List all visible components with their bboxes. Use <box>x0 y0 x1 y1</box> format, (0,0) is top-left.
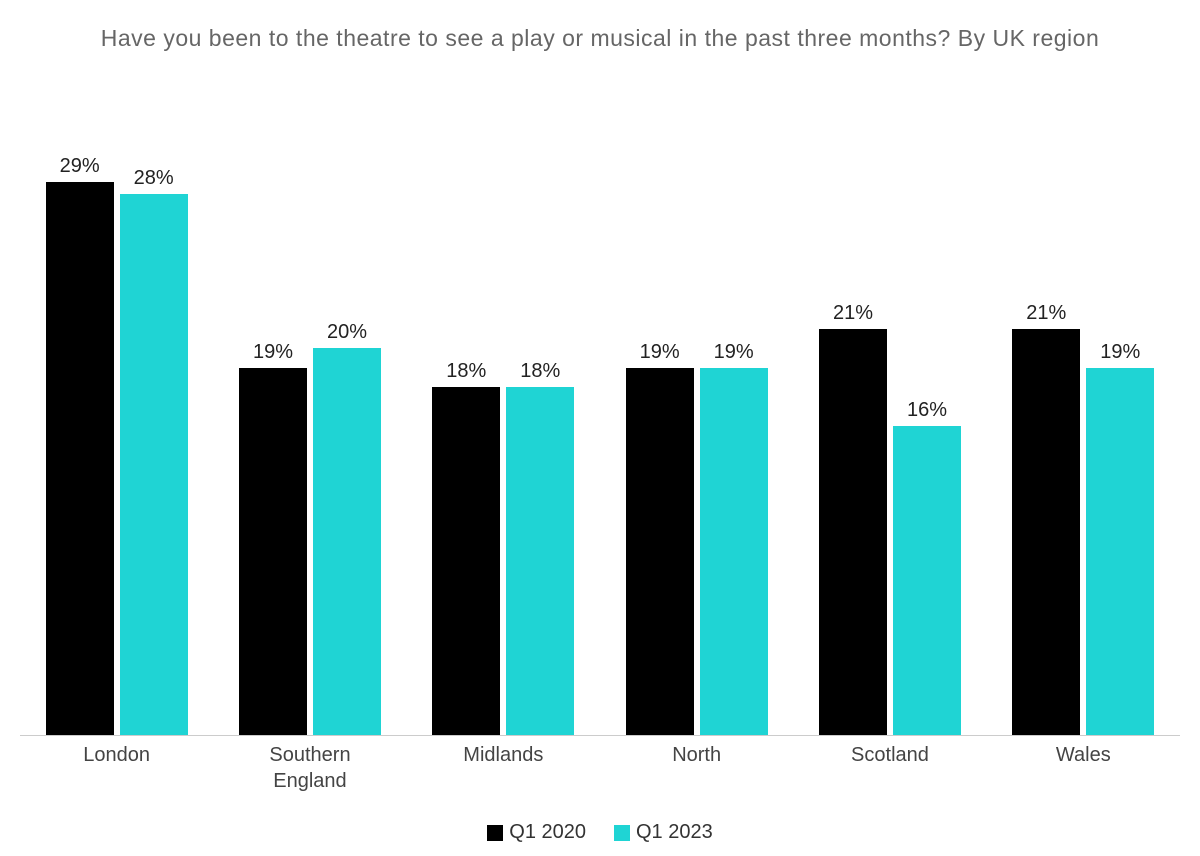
bar-rect <box>120 194 188 735</box>
category-label: North <box>600 742 793 794</box>
bar-rect <box>819 329 887 735</box>
chart-title: Have you been to the theatre to see a pl… <box>0 22 1200 54</box>
legend-swatch <box>487 825 503 841</box>
bar-group: 21% 16% <box>793 155 986 735</box>
bar-group: 18% 18% <box>407 155 600 735</box>
bar-rect <box>626 368 694 735</box>
bar-value-label: 19% <box>253 341 293 364</box>
legend-item: Q1 2023 <box>614 821 713 844</box>
bar-rect <box>1012 329 1080 735</box>
bar-value-label: 28% <box>134 167 174 190</box>
bar-group: 29% 28% <box>20 155 213 735</box>
bar-rect <box>1086 368 1154 735</box>
legend-item: Q1 2020 <box>487 821 586 844</box>
bar-value-label: 19% <box>1100 341 1140 364</box>
category-label: Wales <box>987 742 1180 794</box>
bar: 21% <box>1012 155 1080 735</box>
bar-rect <box>700 368 768 735</box>
bar-group: 21% 19% <box>987 155 1180 735</box>
bar-rect <box>893 426 961 735</box>
bar-rect <box>46 182 114 735</box>
category-label: Midlands <box>407 742 600 794</box>
bar-value-label: 18% <box>520 360 560 383</box>
bar-value-label: 21% <box>1026 302 1066 325</box>
legend-label: Q1 2023 <box>636 821 713 844</box>
bar-value-label: 18% <box>446 360 486 383</box>
bar: 18% <box>432 155 500 735</box>
bar-group: 19% 20% <box>213 155 406 735</box>
bar: 29% <box>46 155 114 735</box>
bar: 19% <box>700 155 768 735</box>
bar-value-label: 16% <box>907 399 947 422</box>
bar-rect <box>432 387 500 735</box>
legend-swatch <box>614 825 630 841</box>
bar: 19% <box>626 155 694 735</box>
bar-group: 19% 19% <box>600 155 793 735</box>
plot-area: 29% 28% 19% 20% 18% 18% 19% 19% 21% 16% 21% 19% <box>20 155 1180 736</box>
bar-rect <box>239 368 307 735</box>
bar-chart: Have you been to the theatre to see a pl… <box>0 0 1200 856</box>
category-label: London <box>20 742 213 794</box>
category-label: Scotland <box>793 742 986 794</box>
bar: 18% <box>506 155 574 735</box>
bar-value-label: 19% <box>640 341 680 364</box>
bar-value-label: 19% <box>714 341 754 364</box>
bar-value-label: 29% <box>60 155 100 178</box>
bar-value-label: 20% <box>327 321 367 344</box>
bar-value-label: 21% <box>833 302 873 325</box>
category-axis: LondonSouthernEnglandMidlandsNorthScotla… <box>20 742 1180 794</box>
bar: 20% <box>313 155 381 735</box>
bar: 16% <box>893 155 961 735</box>
legend-label: Q1 2020 <box>509 821 586 844</box>
bar-rect <box>506 387 574 735</box>
bar: 21% <box>819 155 887 735</box>
bar-rect <box>313 348 381 735</box>
bar: 19% <box>1086 155 1154 735</box>
bar: 28% <box>120 155 188 735</box>
category-label: SouthernEngland <box>213 742 406 794</box>
legend: Q1 2020 Q1 2023 <box>0 821 1200 844</box>
bar: 19% <box>239 155 307 735</box>
